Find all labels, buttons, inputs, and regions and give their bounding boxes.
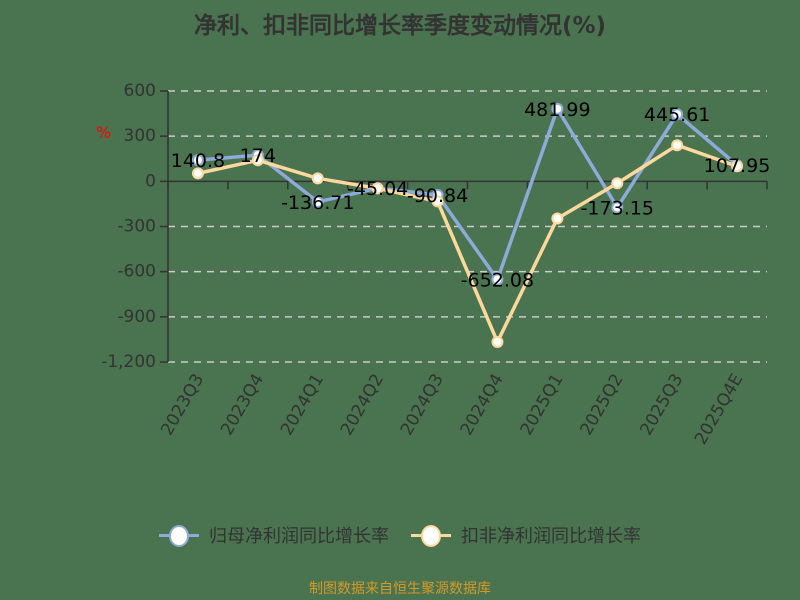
data-point[interactable]	[371, 182, 384, 195]
data-point[interactable]	[671, 139, 684, 152]
data-point[interactable]	[191, 154, 204, 167]
data-label: -652.08	[461, 270, 534, 292]
legend-marker-icon	[411, 523, 451, 547]
legend: 归母净利润同比增长率 扣非净利润同比增长率	[0, 522, 800, 548]
y-tick-label: -1,200	[101, 352, 156, 372]
legend-marker-icon	[159, 523, 199, 547]
x-tick-label: 2025Q2	[577, 371, 628, 439]
y-tick-label: -900	[117, 307, 156, 327]
data-point[interactable]	[311, 195, 324, 208]
x-tick-label: 2025Q3	[636, 371, 687, 439]
data-point[interactable]	[191, 167, 204, 180]
data-point[interactable]	[671, 108, 684, 121]
y-tick-label: 600	[124, 81, 156, 101]
unit-label: %	[96, 123, 111, 142]
data-label: -173.15	[581, 197, 654, 219]
data-label: 174	[240, 145, 276, 167]
x-tick-label: 2023Q3	[157, 371, 208, 439]
x-tick-label: 2024Q4	[457, 371, 508, 439]
data-point[interactable]	[491, 335, 504, 348]
x-tick-label: 2024Q2	[337, 371, 388, 439]
data-point[interactable]	[431, 195, 444, 208]
data-point[interactable]	[611, 201, 624, 214]
x-tick-label: 2023Q4	[217, 371, 268, 439]
data-source-note: 制图数据来自恒生聚源数据库	[309, 581, 491, 597]
data-point[interactable]	[251, 154, 264, 167]
legend-label: 扣非净利润同比增长率	[461, 526, 641, 547]
series-line	[197, 107, 739, 282]
series-line	[197, 143, 738, 344]
chart-title: 净利、扣非同比增长率季度变动情况(%)	[193, 13, 607, 39]
y-tick-label: -300	[117, 217, 156, 237]
x-tick-label: 2024Q3	[397, 371, 448, 439]
data-point[interactable]	[311, 172, 324, 185]
data-point[interactable]	[611, 177, 624, 190]
data-point[interactable]	[551, 102, 564, 115]
data-label: 481.99	[524, 99, 590, 121]
data-label: 140.8	[171, 150, 225, 172]
data-label: 107.95	[704, 155, 770, 177]
legend-item-deducted-profit[interactable]: 扣非净利润同比增长率	[411, 522, 641, 548]
data-label: -45.04	[347, 178, 408, 200]
data-label: -136.71	[281, 192, 354, 214]
y-tick-label: 0	[145, 171, 156, 191]
y-tick-label: 300	[124, 126, 156, 146]
legend-label: 归母净利润同比增长率	[209, 526, 389, 547]
data-label: 445.61	[644, 104, 710, 126]
data-point[interactable]	[731, 160, 744, 173]
x-tick-label: 2025Q4E	[691, 371, 747, 449]
x-tick-label: 2025Q1	[517, 371, 568, 439]
x-tick-label: 2024Q1	[277, 371, 328, 439]
data-label: -90.84	[407, 185, 468, 207]
data-point[interactable]	[491, 273, 504, 286]
legend-item-net-profit[interactable]: 归母净利润同比增长率	[159, 522, 389, 548]
y-tick-label: -600	[117, 262, 156, 282]
data-point[interactable]	[551, 212, 564, 225]
